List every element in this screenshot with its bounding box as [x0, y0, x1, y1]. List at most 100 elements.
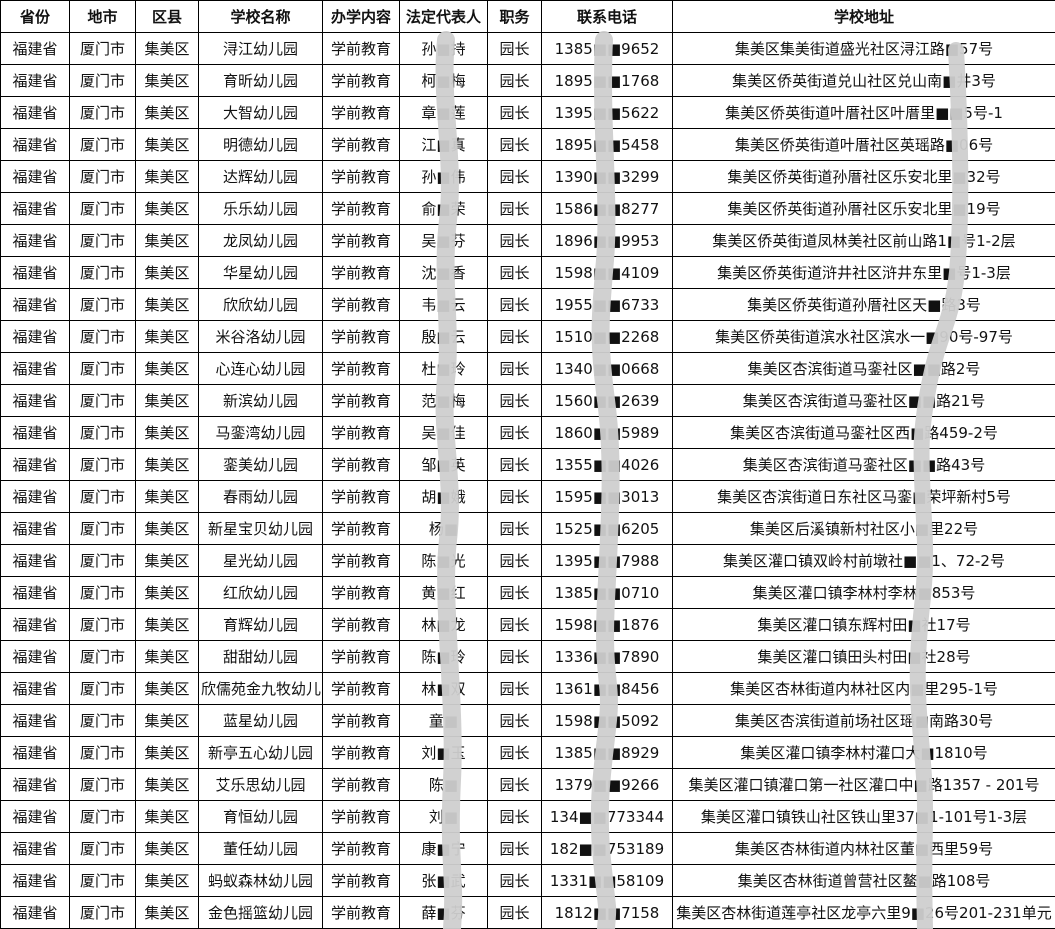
cell-city[interactable]: 厦门市	[69, 704, 136, 737]
cell-city[interactable]: 厦门市	[69, 352, 136, 385]
cell-address[interactable]: 集美区杏林街道曾营社区鳌■路108号	[672, 864, 1055, 897]
cell-phone[interactable]: 1955■■6733	[541, 288, 673, 321]
cell-province[interactable]: 福建省	[0, 512, 70, 545]
cell-phone[interactable]: 1598■■1876	[541, 608, 673, 641]
cell-phone[interactable]: 1586■■8277	[541, 192, 673, 225]
cell-content[interactable]: 学前教育	[322, 544, 400, 577]
cell-legal-rep[interactable]: 童■	[399, 704, 488, 737]
cell-phone[interactable]: 1361■■8456	[541, 672, 673, 705]
cell-city[interactable]: 厦门市	[69, 480, 136, 513]
cell-city[interactable]: 厦门市	[69, 768, 136, 801]
cell-legal-rep[interactable]: 孙■伟	[399, 160, 488, 193]
cell-address[interactable]: 集美区杏滨街道马銮社区西■路459-2号	[672, 416, 1055, 449]
cell-address[interactable]: 集美区杏林街道内林社区董■西里59号	[672, 832, 1055, 865]
cell-content[interactable]: 学前教育	[322, 384, 400, 417]
cell-city[interactable]: 厦门市	[69, 576, 136, 609]
cell-district[interactable]: 集美区	[135, 640, 199, 673]
cell-legal-rep[interactable]: 殷■云	[399, 320, 488, 353]
cell-phone[interactable]: 1510■■2268	[541, 320, 673, 353]
cell-position[interactable]: 园长	[487, 736, 542, 769]
cell-address[interactable]: 集美区灌口镇东辉村田■社17号	[672, 608, 1055, 641]
cell-phone[interactable]: 1598■■4109	[541, 256, 673, 289]
cell-district[interactable]: 集美区	[135, 320, 199, 353]
cell-position[interactable]: 园长	[487, 288, 542, 321]
cell-city[interactable]: 厦门市	[69, 832, 136, 865]
cell-legal-rep[interactable]: 江■真	[399, 128, 488, 161]
cell-school-name[interactable]: 新星宝贝幼儿园	[198, 512, 323, 545]
cell-position[interactable]: 园长	[487, 576, 542, 609]
cell-legal-rep[interactable]: 柯■梅	[399, 64, 488, 97]
cell-city[interactable]: 厦门市	[69, 896, 136, 929]
cell-content[interactable]: 学前教育	[322, 224, 400, 257]
cell-content[interactable]: 学前教育	[322, 672, 400, 705]
cell-legal-rep[interactable]: 林■双	[399, 672, 488, 705]
cell-legal-rep[interactable]: 邹■英	[399, 448, 488, 481]
cell-content[interactable]: 学前教育	[322, 128, 400, 161]
cell-legal-rep[interactable]: 沈■香	[399, 256, 488, 289]
cell-province[interactable]: 福建省	[0, 608, 70, 641]
cell-legal-rep[interactable]: 陈■光	[399, 544, 488, 577]
cell-province[interactable]: 福建省	[0, 256, 70, 289]
cell-address[interactable]: 集美区集美街道盛光社区浔江路■57号	[672, 32, 1055, 65]
cell-school-name[interactable]: 华星幼儿园	[198, 256, 323, 289]
cell-province[interactable]: 福建省	[0, 768, 70, 801]
cell-school-name[interactable]: 育辉幼儿园	[198, 608, 323, 641]
cell-city[interactable]: 厦门市	[69, 736, 136, 769]
cell-school-name[interactable]: 蓝星幼儿园	[198, 704, 323, 737]
cell-school-name[interactable]: 春雨幼儿园	[198, 480, 323, 513]
cell-address[interactable]: 集美区侨英街道浒井社区浒井东里■号1-3层	[672, 256, 1055, 289]
cell-phone[interactable]: 1395■■5622	[541, 96, 673, 129]
cell-legal-rep[interactable]: 张■武	[399, 864, 488, 897]
cell-legal-rep[interactable]: 韦■云	[399, 288, 488, 321]
cell-legal-rep[interactable]: 陈■玲	[399, 640, 488, 673]
cell-phone[interactable]: 1860■■5989	[541, 416, 673, 449]
cell-district[interactable]: 集美区	[135, 384, 199, 417]
cell-school-name[interactable]: 蚂蚁森林幼儿园	[198, 864, 323, 897]
cell-province[interactable]: 福建省	[0, 672, 70, 705]
cell-phone[interactable]: 1525■■6205	[541, 512, 673, 545]
cell-legal-rep[interactable]: 俞■荣	[399, 192, 488, 225]
cell-phone[interactable]: 1395■■7988	[541, 544, 673, 577]
cell-phone[interactable]: 1896■■9953	[541, 224, 673, 257]
cell-province[interactable]: 福建省	[0, 320, 70, 353]
cell-district[interactable]: 集美区	[135, 64, 199, 97]
cell-district[interactable]: 集美区	[135, 192, 199, 225]
cell-position[interactable]: 园长	[487, 896, 542, 929]
cell-district[interactable]: 集美区	[135, 832, 199, 865]
cell-province[interactable]: 福建省	[0, 704, 70, 737]
cell-province[interactable]: 福建省	[0, 64, 70, 97]
cell-position[interactable]: 园长	[487, 704, 542, 737]
cell-school-name[interactable]: 大智幼儿园	[198, 96, 323, 129]
cell-position[interactable]: 园长	[487, 640, 542, 673]
cell-school-name[interactable]: 金色摇篮幼儿园	[198, 896, 323, 929]
cell-school-name[interactable]: 艾乐思幼儿园	[198, 768, 323, 801]
cell-district[interactable]: 集美区	[135, 512, 199, 545]
cell-city[interactable]: 厦门市	[69, 96, 136, 129]
cell-address[interactable]: 集美区杏滨街道前场社区瑶■南路30号	[672, 704, 1055, 737]
cell-phone[interactable]: 134■■773344	[541, 800, 673, 833]
cell-content[interactable]: 学前教育	[322, 416, 400, 449]
cell-school-name[interactable]: 銮美幼儿园	[198, 448, 323, 481]
cell-district[interactable]: 集美区	[135, 256, 199, 289]
cell-position[interactable]: 园长	[487, 544, 542, 577]
cell-province[interactable]: 福建省	[0, 352, 70, 385]
cell-position[interactable]: 园长	[487, 320, 542, 353]
cell-city[interactable]: 厦门市	[69, 224, 136, 257]
cell-address[interactable]: 集美区杏滨街道马銮社区■■路2号	[672, 352, 1055, 385]
cell-content[interactable]: 学前教育	[322, 448, 400, 481]
cell-school-name[interactable]: 浔江幼儿园	[198, 32, 323, 65]
cell-district[interactable]: 集美区	[135, 896, 199, 929]
cell-district[interactable]: 集美区	[135, 224, 199, 257]
cell-content[interactable]: 学前教育	[322, 256, 400, 289]
cell-phone[interactable]: 1385■■8929	[541, 736, 673, 769]
cell-position[interactable]: 园长	[487, 96, 542, 129]
cell-city[interactable]: 厦门市	[69, 512, 136, 545]
cell-content[interactable]: 学前教育	[322, 96, 400, 129]
cell-province[interactable]: 福建省	[0, 32, 70, 65]
cell-position[interactable]: 园长	[487, 160, 542, 193]
cell-position[interactable]: 园长	[487, 352, 542, 385]
cell-district[interactable]: 集美区	[135, 96, 199, 129]
cell-district[interactable]: 集美区	[135, 704, 199, 737]
cell-phone[interactable]: 1385■■9652	[541, 32, 673, 65]
cell-phone[interactable]: 1336■■7890	[541, 640, 673, 673]
